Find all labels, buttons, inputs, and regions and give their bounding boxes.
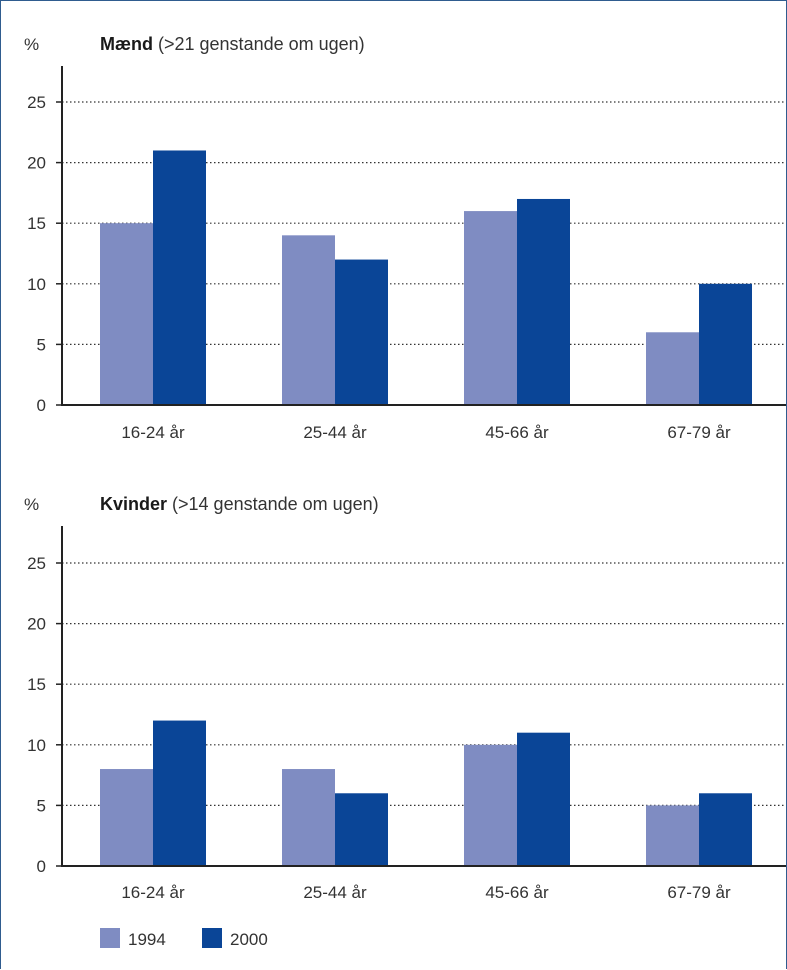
bar-2000-1 <box>153 720 206 866</box>
y-tick-label: 15 <box>27 214 46 233</box>
x-category-label: 45-66 år <box>485 883 549 902</box>
y-tick-label: 20 <box>27 154 46 173</box>
x-category-label: 67-79 år <box>667 423 731 442</box>
bar-2000-3 <box>517 198 570 405</box>
y-tick-label: 20 <box>27 615 46 634</box>
legend-label-2000: 2000 <box>230 930 268 949</box>
y-tick-label: 10 <box>27 736 46 755</box>
x-category-label: 67-79 år <box>667 883 731 902</box>
x-category-label: 16-24 år <box>121 883 185 902</box>
y-tick-label: 0 <box>37 857 46 876</box>
y-tick-label: 5 <box>37 335 46 354</box>
chart-title-rest: (>14 genstande om ugen) <box>167 494 379 514</box>
y-tick-label: 0 <box>37 396 46 415</box>
y-tick-label: 5 <box>37 796 46 815</box>
bar-2000-4 <box>699 793 752 866</box>
y-tick-label: 25 <box>27 554 46 573</box>
chart-title: Kvinder (>14 genstande om ugen) <box>100 494 379 514</box>
legend-swatch-2000 <box>202 928 222 948</box>
y-unit-label: % <box>24 495 39 514</box>
bar-2000-4 <box>699 283 752 405</box>
chart-title-rest: (>21 genstande om ugen) <box>153 34 365 54</box>
chart-title: Mænd (>21 genstande om ugen) <box>100 34 365 54</box>
x-category-label: 45-66 år <box>485 423 549 442</box>
y-tick-label: 25 <box>27 93 46 112</box>
x-category-label: 16-24 år <box>121 423 185 442</box>
bar-1994-3 <box>464 744 517 866</box>
bar-1994-4 <box>646 805 699 866</box>
x-category-label: 25-44 år <box>303 883 367 902</box>
bar-1994-1 <box>100 769 153 866</box>
legend-label-1994: 1994 <box>128 930 166 949</box>
bar-1994-2 <box>282 769 335 866</box>
x-category-label: 25-44 år <box>303 423 367 442</box>
bar-2000-3 <box>517 732 570 866</box>
bar-1994-3 <box>464 211 517 405</box>
bar-1994-2 <box>282 235 335 405</box>
chart-title-bold: Kvinder <box>100 494 167 514</box>
bar-2000-1 <box>153 150 206 405</box>
bar-2000-2 <box>335 793 388 866</box>
y-tick-label: 10 <box>27 275 46 294</box>
legend-swatch-1994 <box>100 928 120 948</box>
chart-title-bold: Mænd <box>100 34 153 54</box>
y-tick-label: 15 <box>27 675 46 694</box>
bar-2000-2 <box>335 259 388 405</box>
bar-1994-1 <box>100 223 153 405</box>
bar-1994-4 <box>646 332 699 405</box>
y-unit-label: % <box>24 35 39 54</box>
